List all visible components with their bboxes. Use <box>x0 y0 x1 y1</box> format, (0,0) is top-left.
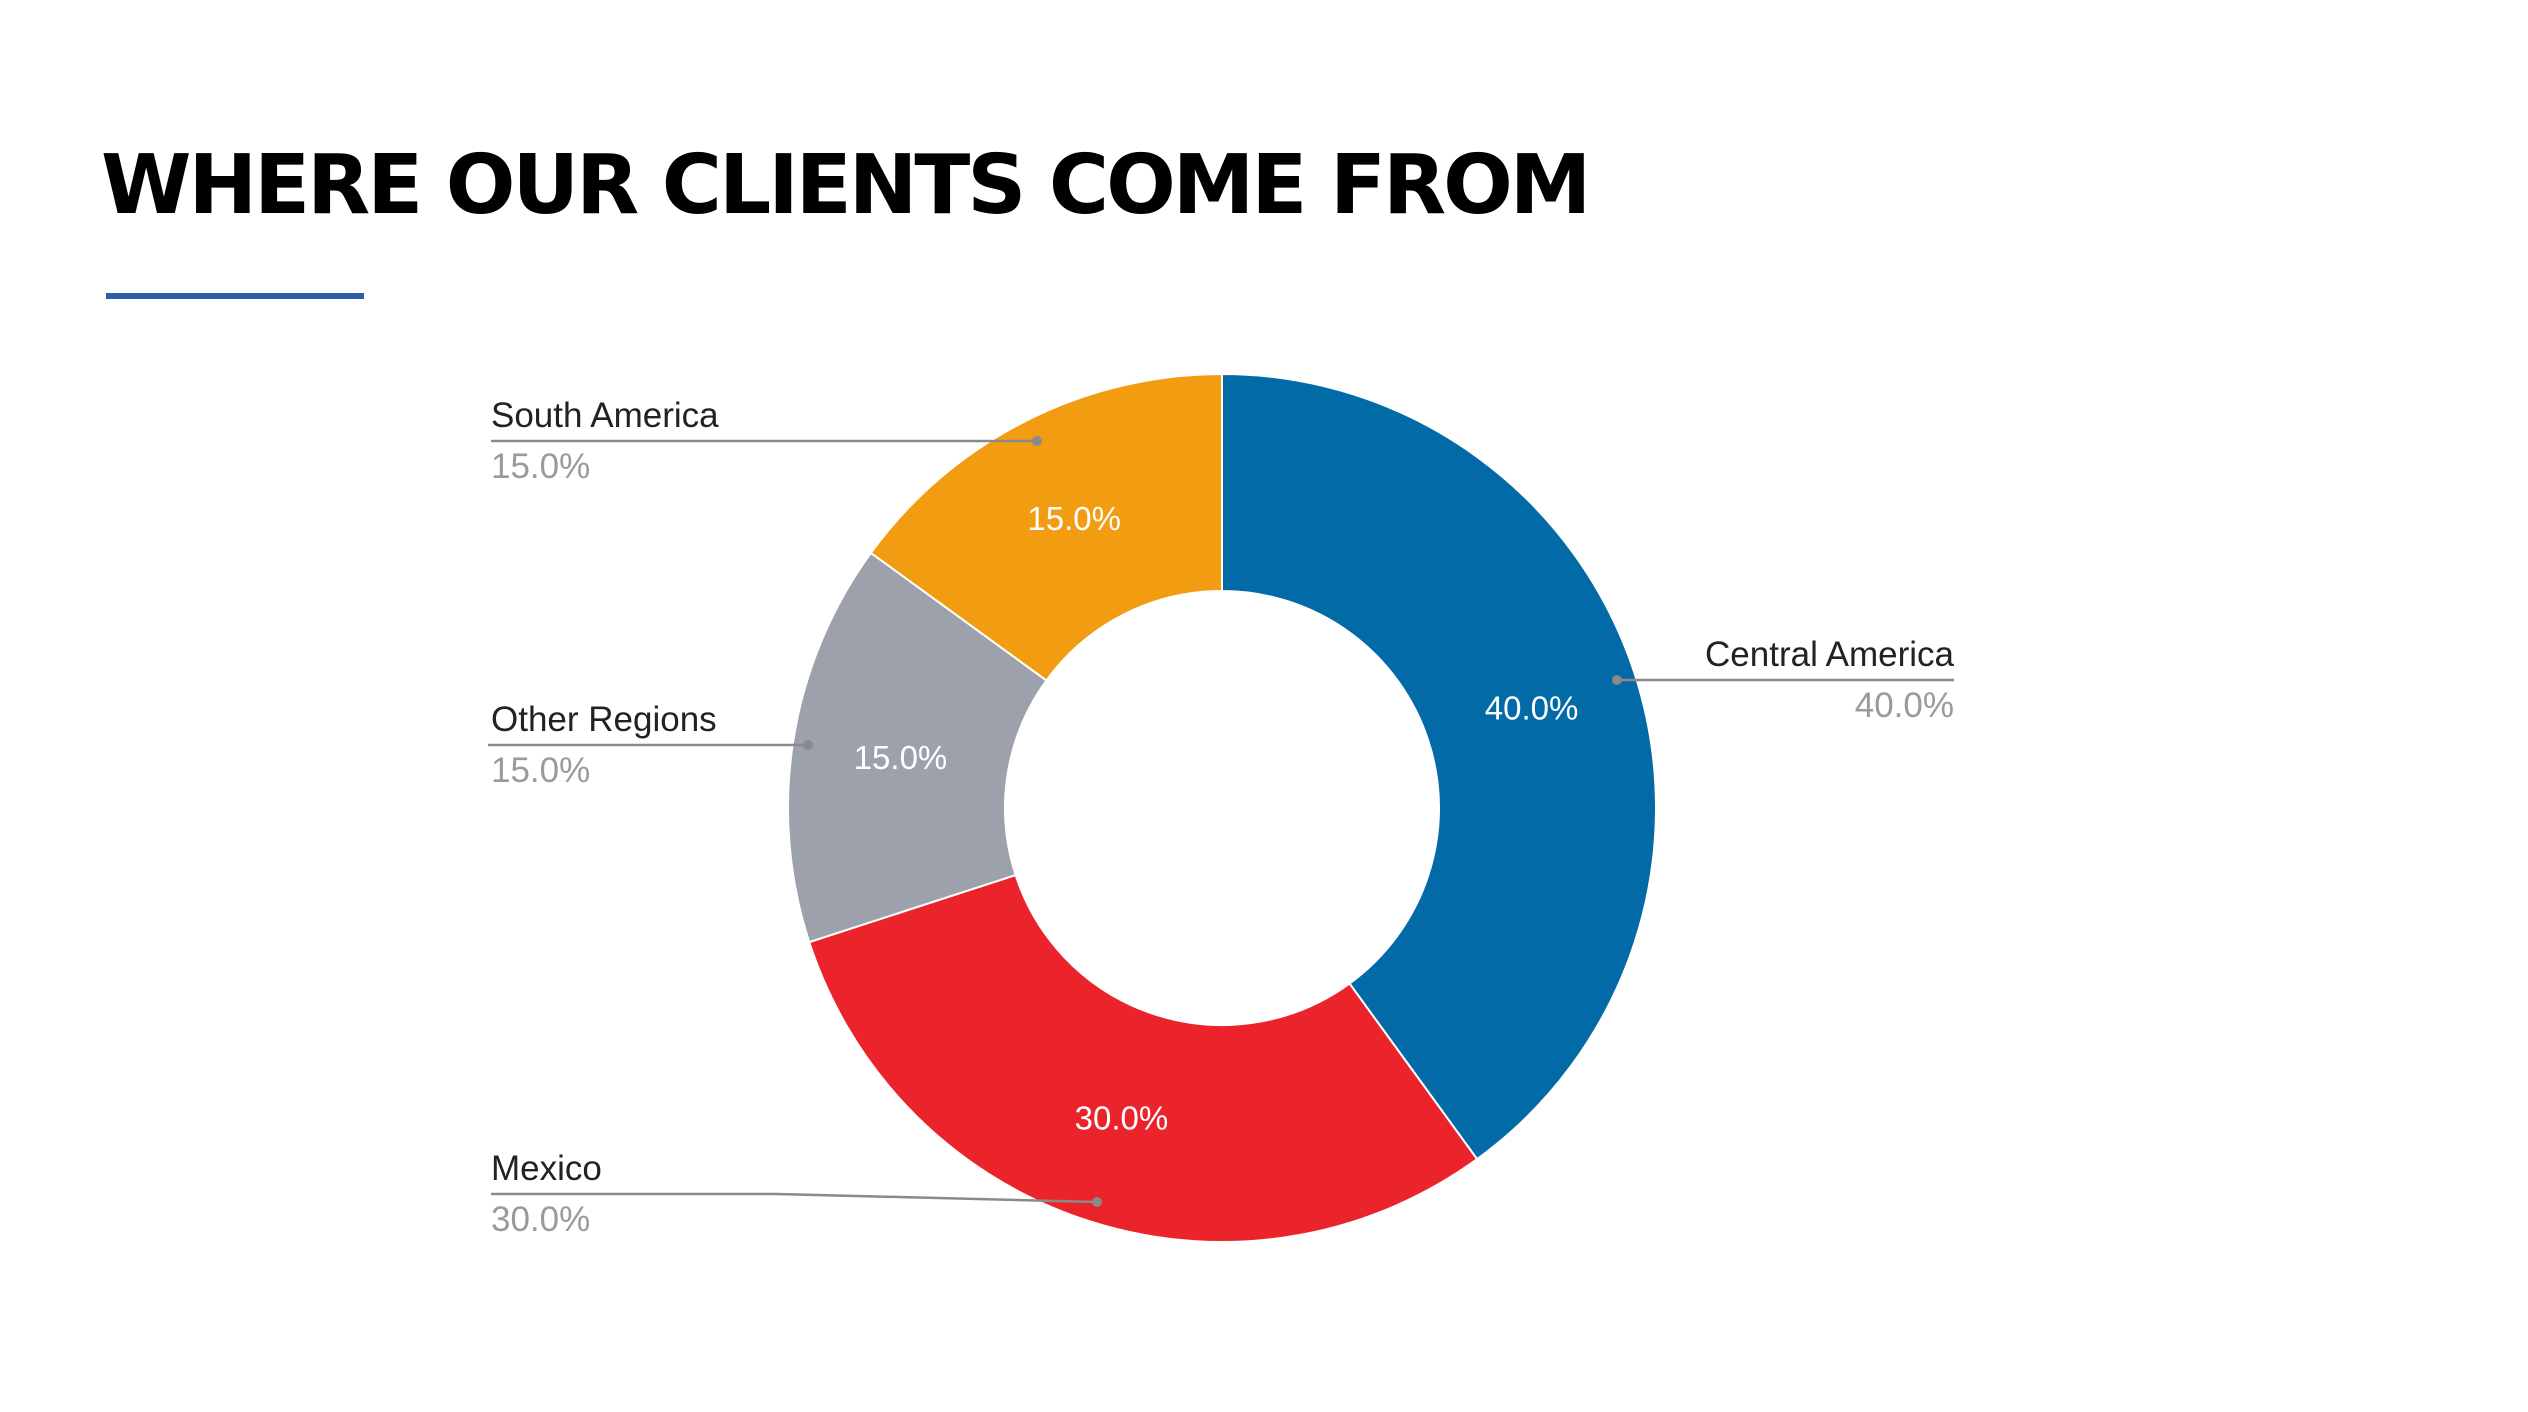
callout-line-mexico <box>491 1192 1098 1204</box>
callout-dot-central-america <box>1612 675 1622 685</box>
callout-percent-south-america: 15.0% <box>491 447 590 486</box>
slide-title: WHERE OUR CLIENTS COME FROM <box>101 138 1591 233</box>
slice-central-america <box>1221 372 1657 1161</box>
callout-percent-mexico: 30.0% <box>491 1200 590 1239</box>
callout-name-central-america: Central America <box>1705 635 1955 674</box>
slice-value-label-south-america: 15.0% <box>1027 500 1121 537</box>
slice-value-label-central-america: 40.0% <box>1485 689 1579 726</box>
callout-percent-central-america: 40.0% <box>1855 686 1954 725</box>
slice-mexico <box>807 873 1479 1243</box>
callout-dot-south-america <box>1032 436 1042 446</box>
callout-dot-mexico <box>1092 1197 1102 1207</box>
slice-value-label-other-regions: 15.0% <box>854 739 948 776</box>
callout-name-other-regions: Other Regions <box>491 700 717 739</box>
callout-percent-other-regions: 15.0% <box>491 751 590 790</box>
callout-name-mexico: Mexico <box>491 1149 602 1188</box>
title-underline <box>106 293 364 299</box>
callout-dot-other-regions <box>803 740 813 750</box>
slice-other-regions <box>787 551 1048 944</box>
slice-value-label-mexico: 30.0% <box>1075 1100 1169 1137</box>
slice-south-america <box>869 372 1223 682</box>
callout-name-south-america: South America <box>491 396 719 435</box>
